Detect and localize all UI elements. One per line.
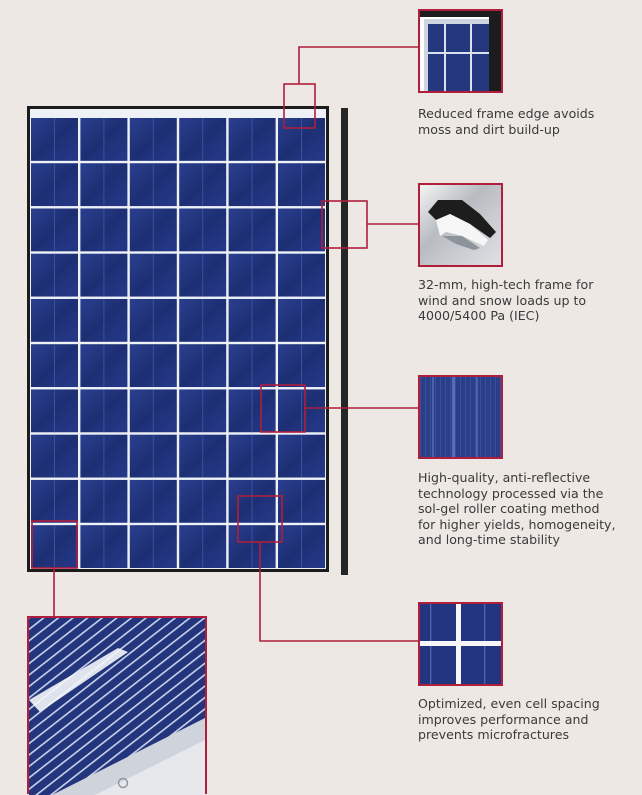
magnified-cell-surface [27,616,207,795]
cell-busbar [103,253,105,297]
cell-busbar [301,118,302,161]
caption-anti-reflective: High-quality, anti-reflective technology… [418,470,640,548]
cell-busbar [152,298,154,342]
cell-busbar [251,253,253,297]
thumbnail-frame-profile [418,183,503,267]
cell-busbar [202,118,204,161]
cell-busbar [301,434,302,478]
cell-busbar [54,344,55,388]
caption-line: moss and dirt build-up [418,121,560,137]
panel-cell-grid [31,118,325,568]
cell-busbar [103,163,105,207]
cell-busbar [152,163,154,207]
cell-busbar [251,298,253,342]
caption-line: technology processed via the [418,485,604,501]
cell-busbar [202,525,204,568]
thumbnail-frame-edge [418,9,503,93]
cell-busbar [152,525,154,568]
cell-busbar [103,298,105,342]
caption-cell-spacing: Optimized, even cell spacing improves pe… [418,696,640,743]
cell-busbar [54,118,55,161]
cell-busbar [103,118,105,161]
cell-busbar [301,525,302,568]
cell-busbar [301,208,302,252]
cell-busbar [251,208,253,252]
cell-busbar [103,208,105,252]
cell-busbar [152,479,154,523]
cell-busbar [202,298,204,342]
cell-busbar [103,344,105,388]
cell-busbar [103,434,105,478]
cell-busbar [301,298,302,342]
cell-busbar [54,298,55,342]
cell-busbar [103,525,105,568]
caption-frame-edge: Reduced frame edge avoids moss and dirt … [418,106,640,137]
caption-line: prevents microfractures [418,727,570,743]
caption-line: Optimized, even cell spacing [418,696,600,711]
cell-busbar [251,479,253,523]
caption-line: sol-gel roller coating method [418,501,600,517]
cell-busbar [152,208,154,252]
cell-busbar [152,253,154,297]
cell-busbar [202,479,204,523]
cell-busbar [152,389,154,433]
cell-busbar [251,118,253,161]
thumbnail-cell-spacing [418,602,503,686]
cell-busbar [251,389,253,433]
cell-busbar [54,434,55,478]
cell-busbar [54,389,55,433]
solar-panel [27,106,329,572]
cell-busbar [202,344,204,388]
cell-busbar [202,163,204,207]
cell-busbar [202,253,204,297]
cell-busbar [251,163,253,207]
caption-line: 4000/5400 Pa (IEC) [418,308,540,324]
cell-busbar [301,253,302,297]
caption-line: Reduced frame edge avoids [418,106,595,121]
cell-busbar [251,525,253,568]
cell-busbar [301,163,302,207]
cell-busbar [251,344,253,388]
cell-busbar [152,434,154,478]
frame-side-profile [341,108,348,575]
caption-frame-profile: 32-mm, high-tech frame for wind and snow… [418,277,640,324]
cell-busbar [152,344,154,388]
cell-busbar [301,479,302,523]
caption-line: High-quality, anti-reflective [418,470,591,485]
cell-busbar [301,389,302,433]
cell-busbar [251,434,253,478]
cell-busbar [54,163,55,207]
caption-line: for higher yields, homogeneity, [418,516,616,532]
cell-busbar [202,208,204,252]
caption-line: and long-time stability [418,532,560,548]
cell-busbar [301,344,302,388]
leader-line-cell-spacing [259,542,418,642]
leader-line-frame-edge [298,46,418,84]
thumbnail-anti-reflective [418,375,503,459]
cell-busbar [54,208,55,252]
cell-busbar [54,525,55,568]
caption-line: 32-mm, high-tech frame for [418,277,594,292]
cell-busbar [202,434,204,478]
cell-busbar [152,118,154,161]
cell-busbar [54,253,55,297]
caption-line: improves performance and [418,711,589,727]
cell-busbar [103,479,105,523]
panel-glass [30,109,326,569]
cell-busbar [202,389,204,433]
caption-line: wind and snow loads up to [418,292,587,308]
cell-busbar [54,479,55,523]
cell-busbar [103,389,105,433]
